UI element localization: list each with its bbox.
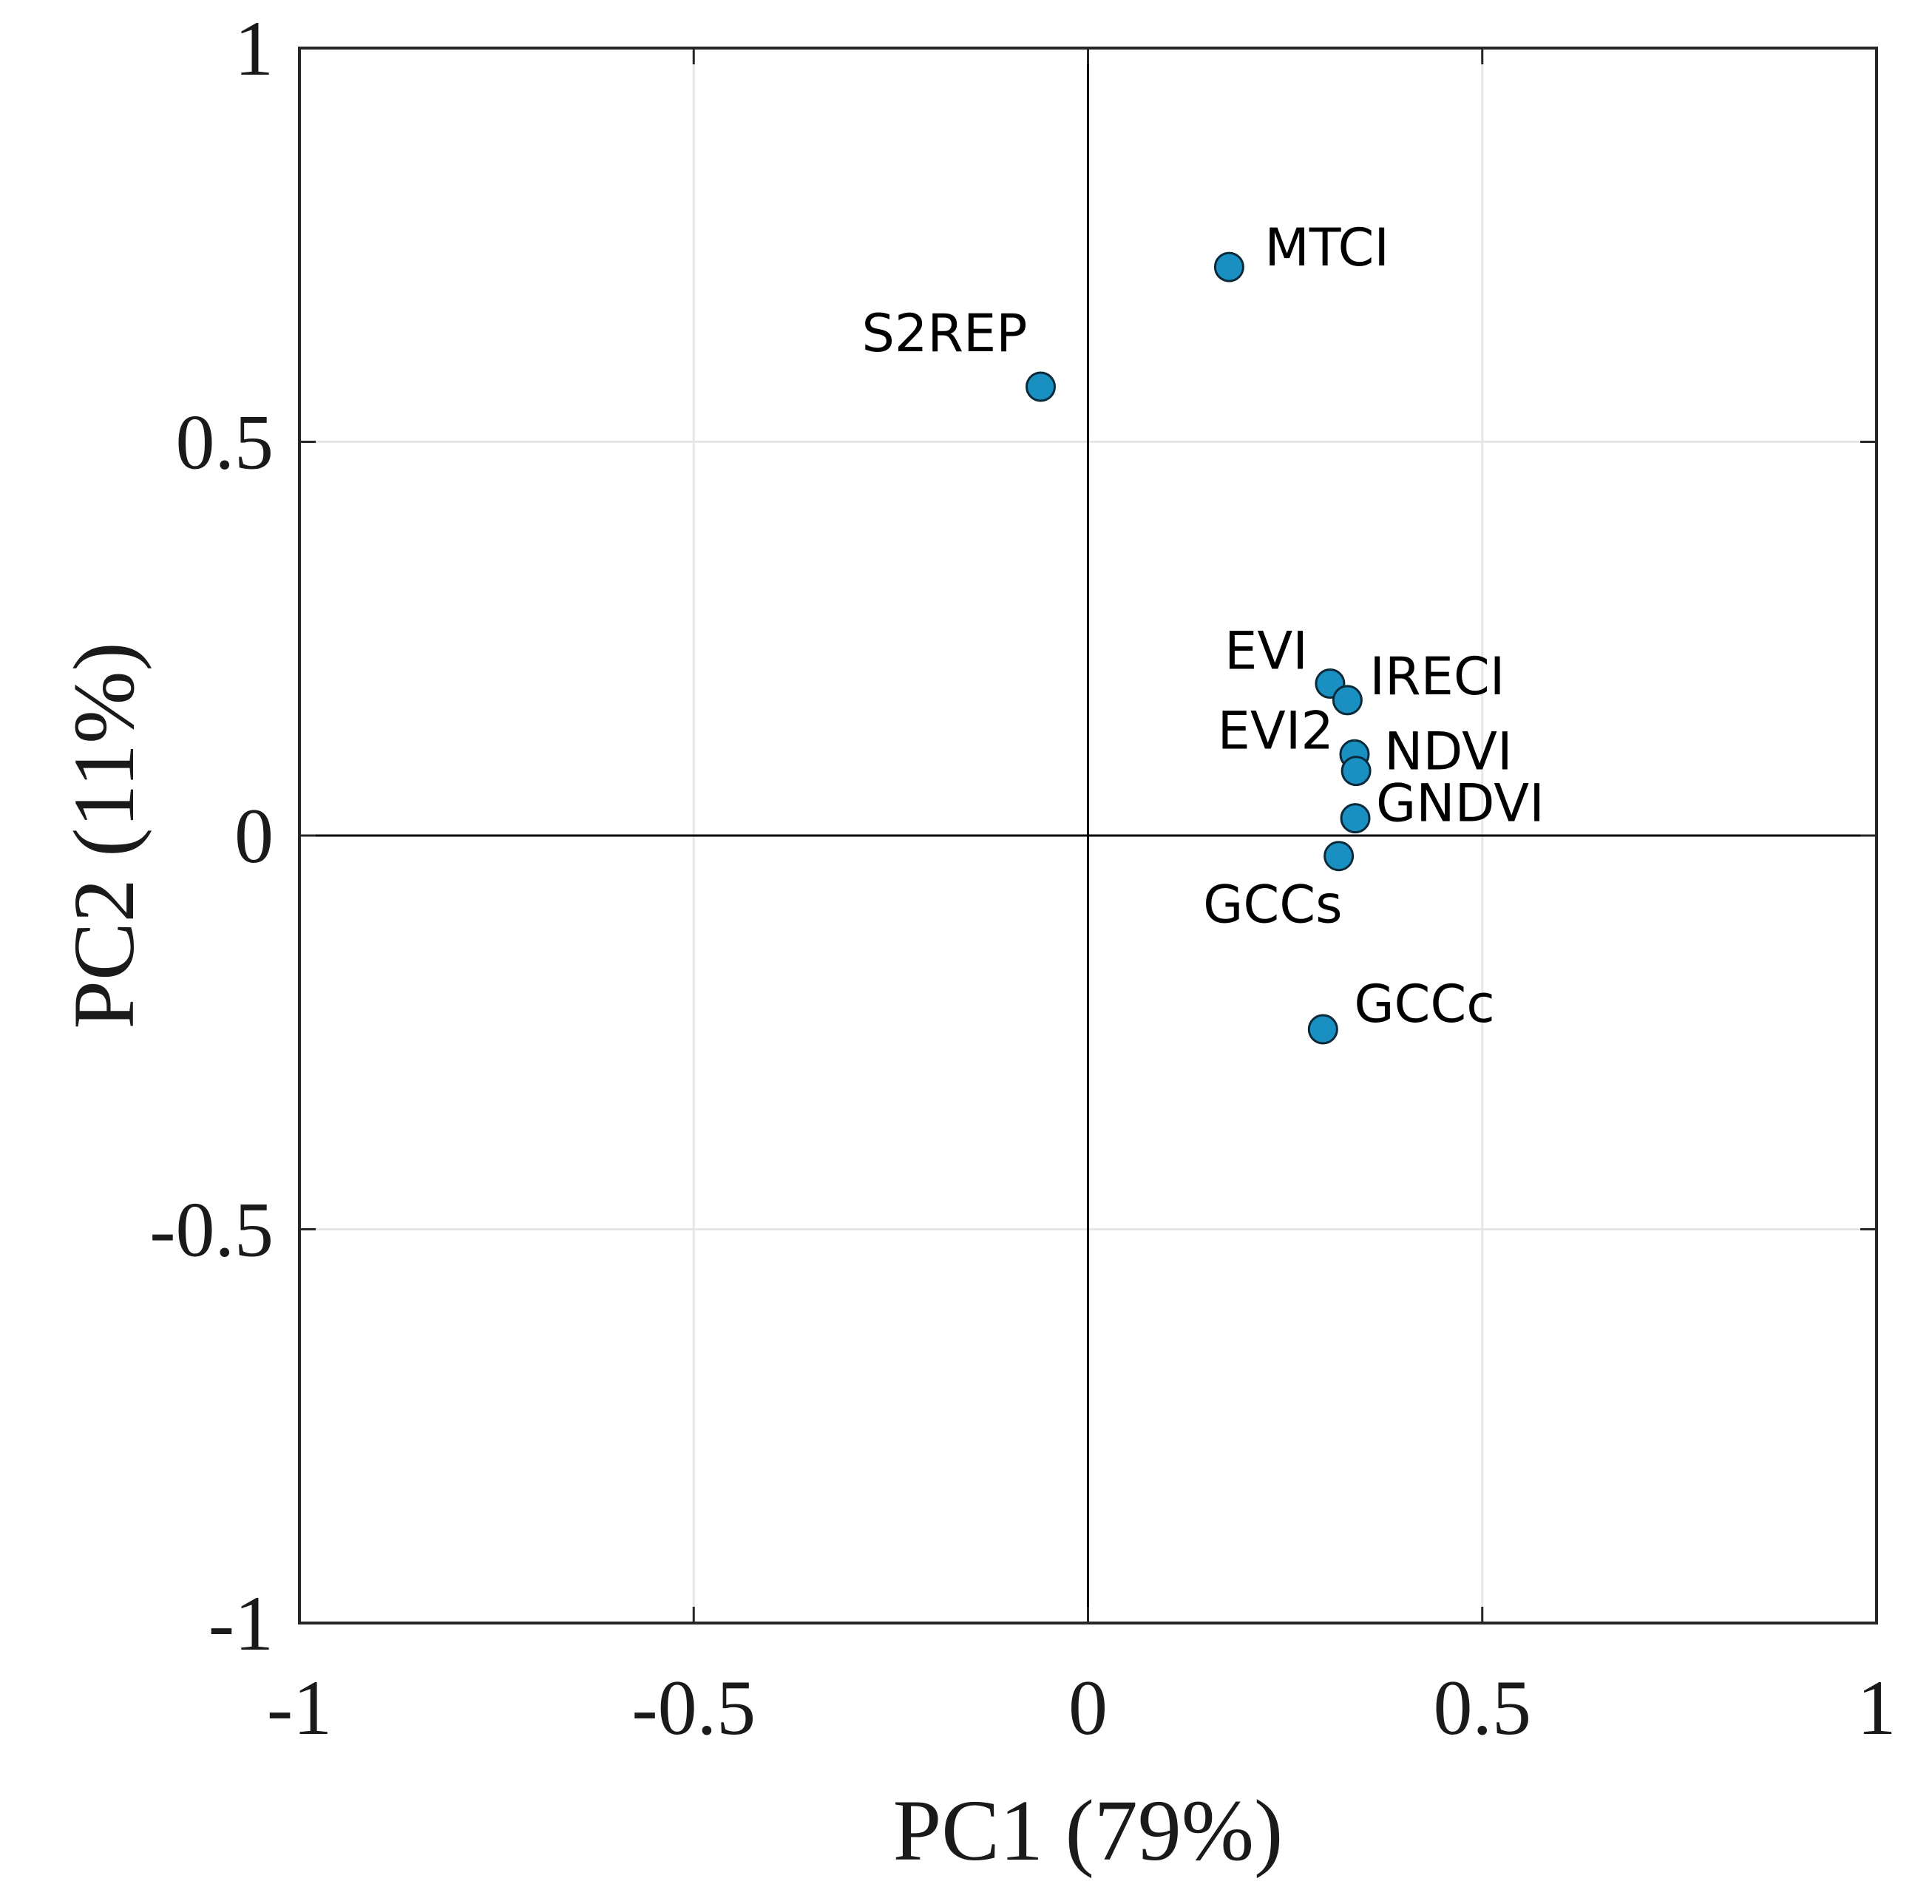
scatter-point-gccc [1307, 1014, 1338, 1045]
y-tick-label: 0 [234, 793, 274, 879]
tick-marks [298, 47, 1878, 1625]
x-tick-label: 0.5 [1434, 1664, 1532, 1751]
point-label-evi2: EVI2 [1218, 700, 1334, 761]
y-tick-label: -1 [209, 1580, 274, 1667]
point-label-ireci: IRECI [1369, 646, 1505, 707]
point-label-s2rep: S2REP [861, 303, 1027, 364]
y-tick-label: 0.5 [176, 399, 274, 486]
x-tick-label: 0 [1068, 1664, 1108, 1751]
x-tick-label: 1 [1857, 1664, 1897, 1751]
y-axis-title: PC2 (11%) [55, 642, 152, 1029]
x-tick-label: -0.5 [631, 1664, 756, 1751]
scatter-point-ndvi [1340, 756, 1372, 787]
y-tick-label: 1 [234, 5, 274, 92]
x-tick-labels: -1 -0.5 0 0.5 1 [267, 1664, 1897, 1751]
scatter-point-mtci [1213, 251, 1244, 282]
scatter-point-gndvi [1340, 803, 1371, 834]
y-tick-labels: -1 -0.5 0 0.5 1 [149, 5, 274, 1667]
data-points [1026, 251, 1372, 1045]
point-label-ndvi: NDVI [1384, 722, 1513, 782]
scatter-point-s2rep [1026, 371, 1057, 402]
point-label-mtci: MTCI [1264, 217, 1389, 278]
x-axis-title: PC1 (79%) [893, 1782, 1284, 1879]
point-label-evi: EVI [1224, 620, 1308, 681]
scatter-point-ireci [1332, 685, 1363, 716]
point-label-gccc: GCCc [1354, 974, 1494, 1034]
scatter-point-gccs [1323, 841, 1355, 872]
point-label-gndvi: GNDVI [1376, 773, 1545, 834]
zero-lines [299, 48, 1877, 1623]
y-tick-label: -0.5 [149, 1187, 274, 1273]
x-tick-label: -1 [267, 1664, 332, 1751]
point-label-gccs: GCCs [1203, 875, 1342, 935]
